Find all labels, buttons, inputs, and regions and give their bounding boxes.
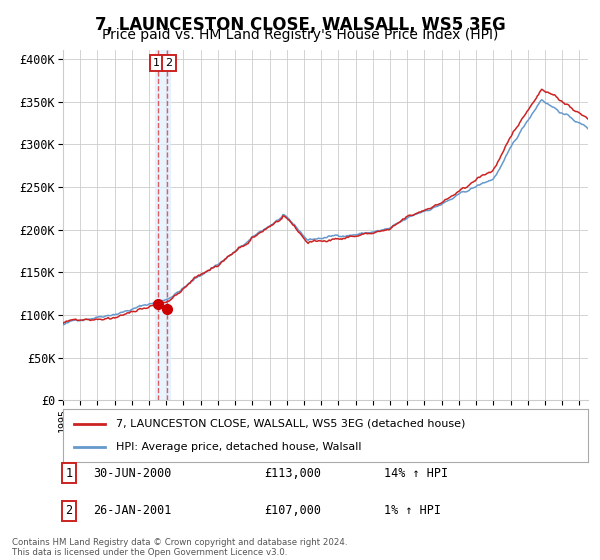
Text: HPI: Average price, detached house, Walsall: HPI: Average price, detached house, Wals… <box>115 442 361 452</box>
Text: £107,000: £107,000 <box>264 504 321 517</box>
Text: £113,000: £113,000 <box>264 466 321 480</box>
Text: 1: 1 <box>65 466 73 480</box>
Text: 7, LAUNCESTON CLOSE, WALSALL, WS5 3EG: 7, LAUNCESTON CLOSE, WALSALL, WS5 3EG <box>95 16 505 34</box>
Text: 1: 1 <box>153 58 160 68</box>
Text: 1% ↑ HPI: 1% ↑ HPI <box>384 504 441 517</box>
Text: 7, LAUNCESTON CLOSE, WALSALL, WS5 3EG (detached house): 7, LAUNCESTON CLOSE, WALSALL, WS5 3EG (d… <box>115 419 465 429</box>
Text: 26-JAN-2001: 26-JAN-2001 <box>93 504 172 517</box>
Text: Price paid vs. HM Land Registry's House Price Index (HPI): Price paid vs. HM Land Registry's House … <box>102 28 498 42</box>
Text: Contains HM Land Registry data © Crown copyright and database right 2024.
This d: Contains HM Land Registry data © Crown c… <box>12 538 347 557</box>
Text: 14% ↑ HPI: 14% ↑ HPI <box>384 466 448 480</box>
Bar <box>155 50 170 400</box>
Text: 30-JUN-2000: 30-JUN-2000 <box>93 466 172 480</box>
Text: 2: 2 <box>65 504 73 517</box>
Text: 2: 2 <box>165 58 172 68</box>
